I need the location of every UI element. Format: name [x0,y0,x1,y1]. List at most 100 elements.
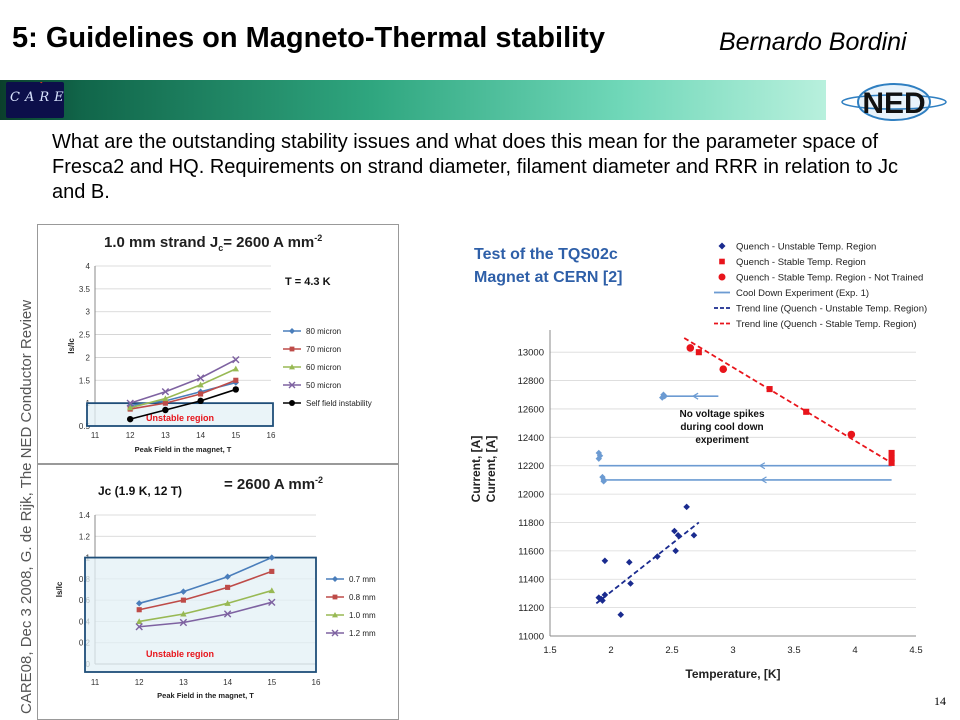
y-axis-label: Is/Ic [67,338,76,354]
chart-strand-filament: 1.0 mm strand Jc= 2600 A mm-20.511.522.5… [37,224,399,464]
data-point [683,503,690,511]
chart-title-tail: = 2600 A mm [223,234,314,251]
y-tick-label: 3 [86,308,91,317]
data-point [695,349,702,356]
y-tick-label: 12800 [518,376,544,387]
data-point [196,374,205,382]
chart-title-line: Test of the TQS02c [474,246,618,263]
x-tick-label: 2.5 [665,645,678,656]
legend-marker [288,381,296,389]
x-tick-label: 4 [852,645,857,656]
ned-logo: NED [841,83,947,121]
legend-marker [718,273,726,281]
trend-line [683,337,893,464]
series-1 [695,349,895,466]
data-point [180,610,187,617]
data-point [179,618,188,627]
data-point [232,365,239,372]
data-point [719,365,728,374]
x-tick-label: 14 [196,431,205,440]
annotation-text: during cool down [680,422,763,433]
legend-item: Cool Down Experiment (Exp. 1) [714,288,869,299]
data-point [599,597,606,604]
legend-label: Quench - Stable Temp. Region [736,257,866,268]
x-tick-label: 16 [267,431,276,440]
data-point [162,406,169,414]
y-tick-label: 13000 [518,348,544,359]
legend-label: 80 micron [306,327,341,336]
chart-strand-diameter-svg: Jc (1.9 K, 12 T)= 2600 A mm-200.20.40.60… [55,475,376,700]
legend-label: 1.2 mm [349,629,376,638]
y-tick-label: 1.4 [79,511,91,520]
legend-marker [289,346,295,352]
data-point [672,547,679,555]
series-line [139,601,273,628]
data-point [135,623,143,631]
legend-label: Cool Down Experiment (Exp. 1) [736,288,869,299]
y-tick-label: 12400 [518,433,544,444]
legend-item: Quench - Stable Temp. Region [719,257,866,268]
x-tick-label: 15 [267,678,276,687]
data-point [180,597,186,603]
series-line [139,589,273,623]
temperature-annotation: T = 4.3 K [285,276,331,288]
legend-marker [332,612,338,618]
trend-line [595,521,700,605]
legend-label: Trend line (Quench - Unstable Temp. Regi… [736,304,927,315]
series-line [129,388,237,420]
data-point [162,395,169,402]
data-point [601,591,609,599]
series-0-8-mm: 0.8 mm [136,568,376,613]
x-axis-label: Peak Field in the magnet, T [157,691,254,700]
data-point [888,449,895,456]
legend-marker [719,258,725,265]
y-tick-label: 11600 [518,546,544,557]
series-line [129,368,237,409]
cooldown-arrow [760,476,767,484]
legend-marker [289,364,295,370]
data-point [627,580,634,587]
data-point [671,527,678,535]
series-self-field-instability: Self field instability [127,386,372,423]
series-2 [686,344,856,439]
legend-item: Trend line (Quench - Stable Temp. Region… [714,319,917,330]
data-point [654,553,661,560]
unstable-region-label: Unstable region [146,413,214,423]
legend-marker [289,400,295,406]
legend-item: Quench - Unstable Temp. Region [718,242,876,253]
chart-strand-diameter: Jc (1.9 K, 12 T)= 2600 A mm-200.20.40.60… [37,464,399,720]
data-point [601,557,609,565]
series-line [129,359,237,404]
y-tick-label: 12600 [518,404,544,415]
y-tick-label: 12000 [518,490,544,501]
intro-text: What are the outstanding stability issue… [52,131,898,203]
data-point [224,600,231,606]
chart-title-tail: = 2600 A mm [224,476,315,493]
data-point [136,618,143,624]
x-tick-label: 13 [179,678,188,687]
chart-title-sup: -2 [314,233,322,243]
y-axis-label: Is/Ic [55,581,64,597]
y-tick-label: 1.2 [79,532,91,541]
data-point [232,386,239,393]
ned-logo-text: NED [862,87,925,120]
series-50-micron: 50 micron [126,356,341,407]
unstable-region [84,556,317,673]
y-tick-label: 11000 [518,632,544,643]
legend-label: 50 micron [306,381,341,390]
legend-label: 70 micron [306,345,341,354]
author-name: Bernardo Bordini [719,28,907,56]
y-tick-label: 12200 [518,461,544,472]
side-caption: CARE08, Dec 3 2008, G. de Rijk, The NED … [18,299,35,714]
x-axis-label: Peak Field in the magnet, T [135,445,232,454]
chart-title: Jc (1.9 K, 12 T) [98,484,182,498]
chart-title: 1.0 mm strand Jc= 2600 A mm-2 [104,233,322,253]
data-point [626,558,633,566]
cooldown-point [596,452,604,459]
legend-marker [332,594,338,600]
cooldown-arrow [758,462,766,470]
series-line [139,570,273,611]
y-tick-label: 11200 [518,603,544,614]
series-line [138,556,273,605]
chart-title-main: 1.0 mm strand J [104,234,218,251]
